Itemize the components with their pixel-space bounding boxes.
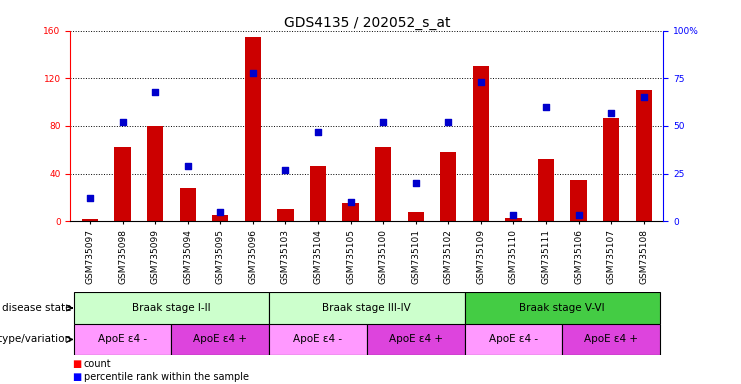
Point bbox=[508, 212, 519, 218]
Bar bbox=[82, 219, 98, 221]
Text: genotype/variation: genotype/variation bbox=[0, 334, 71, 344]
Bar bbox=[603, 118, 619, 221]
Bar bbox=[73, 292, 269, 324]
Bar bbox=[538, 159, 554, 221]
Text: ■: ■ bbox=[72, 372, 81, 382]
Point bbox=[540, 104, 552, 110]
Point bbox=[605, 109, 617, 116]
Bar bbox=[245, 36, 261, 221]
Bar bbox=[473, 66, 489, 221]
Bar bbox=[171, 324, 269, 355]
Bar bbox=[440, 152, 456, 221]
Text: Braak stage III-IV: Braak stage III-IV bbox=[322, 303, 411, 313]
Text: ApoE ε4 +: ApoE ε4 + bbox=[388, 334, 442, 344]
Text: percentile rank within the sample: percentile rank within the sample bbox=[84, 372, 249, 382]
Bar bbox=[562, 324, 660, 355]
Bar bbox=[636, 90, 652, 221]
Bar bbox=[465, 292, 660, 324]
Point bbox=[116, 119, 128, 125]
Bar bbox=[375, 147, 391, 221]
Text: ApoE ε4 -: ApoE ε4 - bbox=[293, 334, 342, 344]
Point bbox=[149, 89, 161, 95]
Text: ■: ■ bbox=[72, 359, 81, 369]
Point bbox=[312, 129, 324, 135]
Point bbox=[182, 163, 193, 169]
Text: Braak stage V-VI: Braak stage V-VI bbox=[519, 303, 605, 313]
Bar bbox=[147, 126, 163, 221]
Bar bbox=[465, 324, 562, 355]
Point bbox=[410, 180, 422, 186]
Point bbox=[475, 79, 487, 85]
Bar bbox=[114, 147, 130, 221]
Bar bbox=[212, 215, 228, 221]
Point bbox=[573, 212, 585, 218]
Bar bbox=[269, 292, 465, 324]
Point bbox=[247, 70, 259, 76]
Point bbox=[638, 94, 650, 101]
Text: disease state: disease state bbox=[1, 303, 71, 313]
Point bbox=[377, 119, 389, 125]
Point bbox=[84, 195, 96, 201]
Bar bbox=[310, 166, 326, 221]
Title: GDS4135 / 202052_s_at: GDS4135 / 202052_s_at bbox=[284, 16, 450, 30]
Bar bbox=[505, 218, 522, 221]
Bar bbox=[73, 324, 171, 355]
Point bbox=[214, 209, 226, 215]
Bar bbox=[571, 180, 587, 221]
Bar bbox=[179, 188, 196, 221]
Text: ApoE ε4 +: ApoE ε4 + bbox=[193, 334, 247, 344]
Text: Braak stage I-II: Braak stage I-II bbox=[132, 303, 210, 313]
Text: ApoE ε4 -: ApoE ε4 - bbox=[98, 334, 147, 344]
Point bbox=[279, 167, 291, 173]
Bar bbox=[408, 212, 424, 221]
Bar bbox=[367, 324, 465, 355]
Bar bbox=[342, 204, 359, 221]
Point bbox=[345, 199, 356, 205]
Bar bbox=[269, 324, 367, 355]
Text: ApoE ε4 -: ApoE ε4 - bbox=[489, 334, 538, 344]
Text: count: count bbox=[84, 359, 111, 369]
Bar bbox=[277, 209, 293, 221]
Text: ApoE ε4 +: ApoE ε4 + bbox=[584, 334, 638, 344]
Point bbox=[442, 119, 454, 125]
